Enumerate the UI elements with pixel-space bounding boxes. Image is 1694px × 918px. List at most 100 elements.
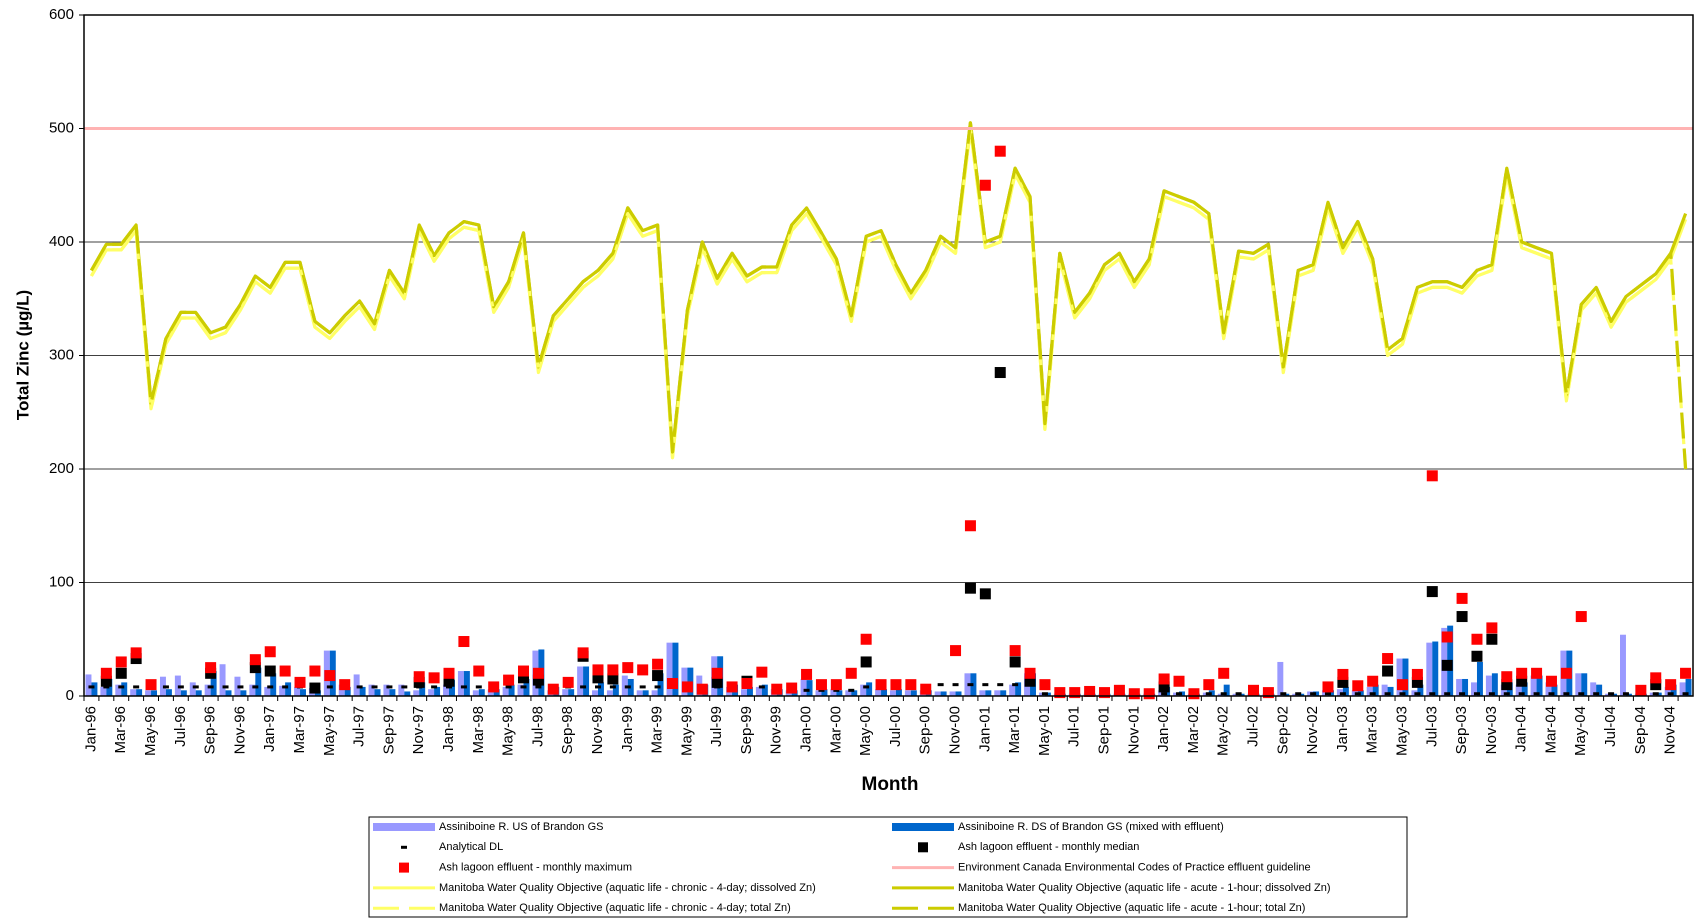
bar [994, 690, 1001, 696]
square-marker [1009, 656, 1021, 668]
square-marker [681, 681, 693, 693]
bar [1456, 678, 1463, 696]
bar [1402, 658, 1409, 696]
square-marker [100, 667, 112, 679]
legend-label: Environment Canada Environmental Codes o… [958, 862, 1311, 874]
square-marker [1471, 650, 1483, 662]
x-tick-label: Nov-96 [231, 706, 248, 754]
square-marker [1665, 679, 1677, 691]
square-marker [637, 664, 649, 676]
x-tick-label: Jul-96 [172, 706, 189, 747]
square-marker [622, 662, 634, 674]
square-marker [830, 679, 842, 691]
square-marker [1352, 680, 1364, 692]
square-marker [309, 682, 321, 694]
bar [1015, 682, 1022, 696]
y-tick-label: 400 [49, 233, 74, 250]
bar [577, 666, 584, 696]
bar [404, 691, 411, 696]
x-tick-label: Jan-98 [440, 706, 457, 752]
y-axis-label: Total Zinc (µg/L) [13, 290, 32, 420]
x-tick-label: Mar-99 [649, 706, 666, 754]
square-marker [964, 520, 976, 532]
square-marker [666, 678, 678, 690]
square-marker [890, 679, 902, 691]
x-tick-label: May-00 [857, 706, 874, 756]
x-tick-label: Mar-97 [291, 706, 308, 754]
square-marker [1411, 676, 1423, 688]
bar [934, 691, 941, 696]
x-tick-label: Sep-96 [202, 706, 219, 754]
y-tick-label: 600 [49, 6, 74, 23]
x-tick-label: Mar-00 [827, 706, 844, 754]
square-marker [249, 654, 261, 666]
bar [1342, 686, 1349, 696]
bar [413, 690, 420, 696]
bar [1670, 684, 1677, 696]
x-tick-label: Nov-04 [1662, 706, 1679, 754]
bar [866, 682, 873, 696]
legend-symbol [373, 823, 435, 831]
square-marker [1501, 679, 1513, 691]
bar [285, 682, 292, 696]
x-tick-label: Sep-01 [1095, 706, 1112, 754]
square-marker [815, 679, 827, 691]
square-marker [1545, 675, 1557, 687]
square-marker [443, 675, 455, 687]
bar [264, 686, 271, 696]
square-marker [711, 676, 723, 688]
bar [374, 689, 381, 696]
bar [1530, 675, 1537, 696]
bar [419, 682, 426, 696]
square-marker [1173, 675, 1185, 687]
bar [300, 689, 306, 696]
square-marker [1158, 681, 1170, 693]
x-tick-label: Nov-02 [1304, 706, 1321, 754]
square-marker [264, 665, 276, 677]
square-marker [860, 633, 872, 645]
bar [249, 684, 256, 696]
square-marker [741, 678, 753, 690]
bar [180, 690, 187, 696]
bar [478, 689, 485, 696]
bar [225, 690, 232, 696]
bar [1485, 675, 1492, 696]
bar [940, 691, 947, 696]
square-marker [1039, 679, 1051, 691]
square-marker [756, 666, 768, 678]
bar [1372, 684, 1379, 696]
square-marker [1411, 668, 1423, 680]
y-tick-label: 500 [49, 119, 74, 136]
bar [1396, 658, 1403, 696]
square-marker [1024, 667, 1036, 679]
square-marker [324, 670, 336, 682]
x-tick-label: Mar-01 [1006, 706, 1023, 754]
x-tick-label: Jul-01 [1066, 706, 1083, 747]
x-tick-label: Mar-98 [470, 706, 487, 754]
dashed-line [90, 126, 1688, 470]
bar [338, 684, 345, 696]
bar [1551, 684, 1558, 696]
square-marker [1188, 688, 1200, 700]
square-marker [1635, 684, 1647, 696]
bar [1581, 673, 1588, 696]
bar [279, 685, 286, 696]
x-tick-label: May-99 [678, 706, 695, 756]
x-tick-label: Jan-01 [976, 706, 993, 752]
x-tick-label: Sep-99 [738, 706, 755, 754]
bar [130, 689, 137, 696]
x-tick-label: Jul-00 [887, 706, 904, 747]
bar [145, 690, 152, 696]
x-tick-label: May-04 [1572, 706, 1589, 756]
square-marker [1501, 671, 1513, 683]
bar [583, 666, 590, 696]
x-tick-label: Sep-98 [559, 706, 576, 754]
x-tick-label: Mar-96 [112, 706, 129, 754]
square-marker [1262, 687, 1274, 699]
bar [830, 689, 837, 696]
bar [1679, 682, 1686, 696]
square-marker [115, 667, 127, 679]
bar [428, 689, 435, 696]
legend-label: Ash lagoon effluent - monthly maximum [439, 862, 632, 874]
x-tick-label: Jul-98 [529, 706, 546, 747]
